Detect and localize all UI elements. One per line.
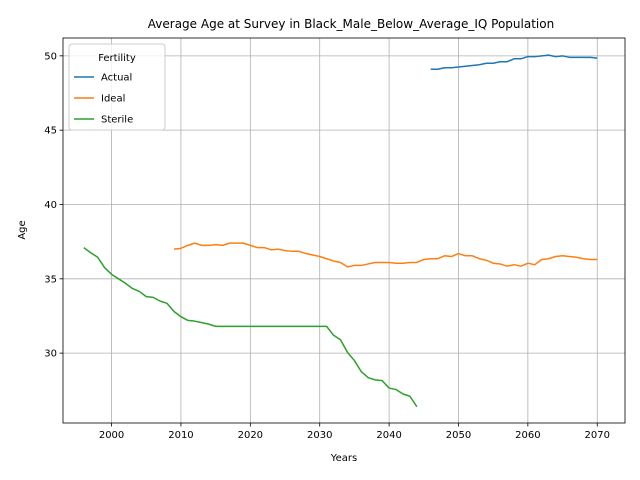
x-tick-label: 2040 [376, 430, 401, 441]
x-axis-label: Years [330, 453, 357, 464]
x-tick-label: 2020 [238, 430, 263, 441]
legend-items: Actual Ideal Sterile [74, 73, 133, 126]
plot-frame [62, 37, 626, 424]
y-tick-label: 45 [44, 126, 57, 137]
x-tick-label: 2050 [446, 430, 471, 441]
legend-box [68, 43, 166, 131]
legend-label-ideal: Ideal [101, 94, 125, 105]
series-line-sterile [83, 246, 418, 408]
y-tick-label: 30 [44, 349, 57, 360]
x-tick-label: 2030 [307, 430, 332, 441]
series-line-actual [430, 54, 598, 70]
legend-title: Fertility [98, 53, 136, 64]
y-tick-label: 35 [44, 274, 57, 285]
x-tick-label: 2010 [168, 430, 193, 441]
chart-title: Average Age at Survey in Black_Male_Belo… [148, 17, 554, 31]
y-tick-label: 50 [44, 51, 57, 62]
x-tick-label: 2000 [99, 430, 124, 441]
y-axis-label: Age [17, 220, 28, 239]
x-tick-label: 2070 [585, 430, 610, 441]
series-line-ideal [173, 242, 598, 268]
x-tick-label: 2060 [515, 430, 540, 441]
legend-label-sterile: Sterile [101, 115, 133, 126]
legend: Fertility Actual Ideal Sterile [68, 43, 166, 131]
legend-label-actual: Actual [101, 73, 132, 84]
y-axis: 30 35 40 45 50 [44, 51, 63, 360]
y-tick-label: 40 [44, 200, 57, 211]
series-lines [83, 54, 598, 408]
x-axis: 2000 2010 2020 2030 2040 2050 2060 2070 [99, 423, 610, 441]
